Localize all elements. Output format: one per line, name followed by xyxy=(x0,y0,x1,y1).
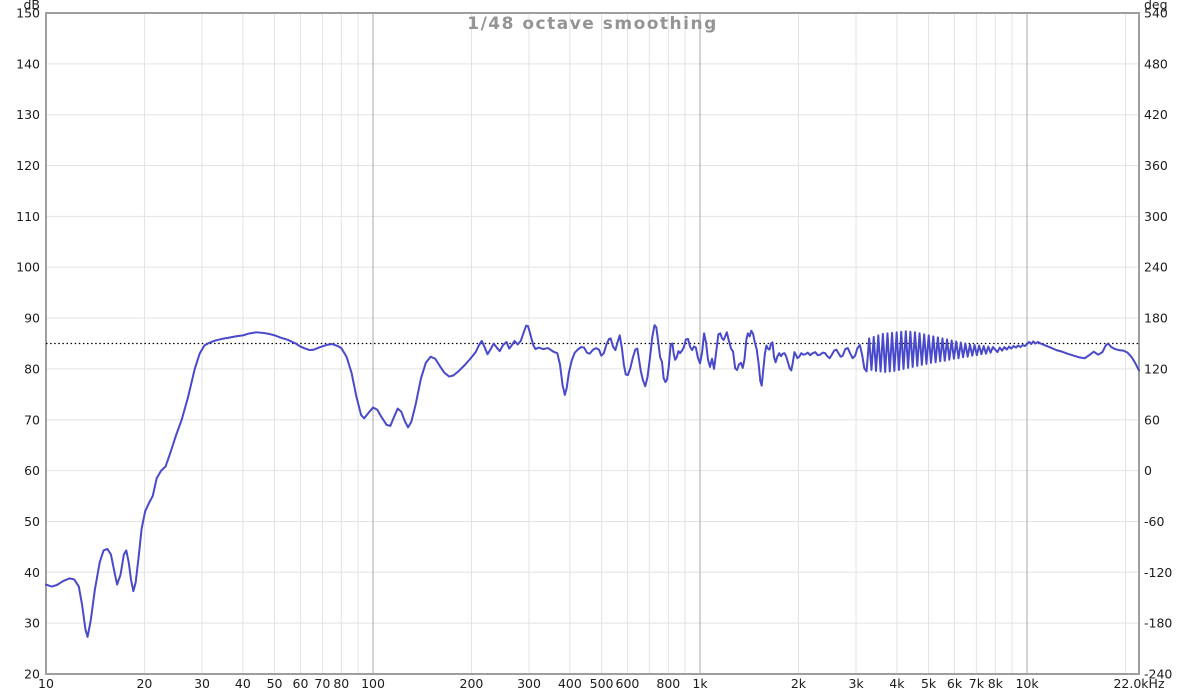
gridlines xyxy=(46,13,1139,674)
svg-text:100: 100 xyxy=(361,676,385,691)
svg-text:-240: -240 xyxy=(1144,667,1172,682)
svg-text:420: 420 xyxy=(1144,107,1168,122)
svg-text:360: 360 xyxy=(1144,158,1168,173)
svg-text:50: 50 xyxy=(24,514,40,529)
x-axis-labels: 10 20 30 40 50 60 70 80 100 200 300 400 500 600 800 1k 2… xyxy=(38,676,1165,691)
svg-text:300: 300 xyxy=(517,676,541,691)
svg-text:7k: 7k xyxy=(969,676,985,691)
svg-text:100: 100 xyxy=(16,260,40,275)
svg-text:5k: 5k xyxy=(921,676,937,691)
svg-text:70: 70 xyxy=(314,676,330,691)
svg-text:540: 540 xyxy=(1144,6,1168,21)
svg-text:80: 80 xyxy=(333,676,349,691)
svg-text:30: 30 xyxy=(24,616,40,631)
svg-text:50: 50 xyxy=(267,676,283,691)
svg-text:400: 400 xyxy=(558,676,582,691)
svg-text:30: 30 xyxy=(194,676,210,691)
svg-text:8k: 8k xyxy=(988,676,1004,691)
svg-text:0: 0 xyxy=(1144,463,1152,478)
svg-text:150: 150 xyxy=(16,6,40,21)
spl-curve xyxy=(45,324,1140,638)
svg-text:130: 130 xyxy=(16,107,40,122)
svg-text:3k: 3k xyxy=(848,676,864,691)
y-left-unit-label: dB xyxy=(23,0,40,12)
svg-text:480: 480 xyxy=(1144,56,1168,71)
svg-text:200: 200 xyxy=(460,676,484,691)
svg-text:6k: 6k xyxy=(947,676,963,691)
svg-text:800: 800 xyxy=(656,676,680,691)
svg-text:140: 140 xyxy=(16,56,40,71)
svg-text:80: 80 xyxy=(24,361,40,376)
svg-text:300: 300 xyxy=(1144,209,1168,224)
svg-text:20: 20 xyxy=(24,667,40,682)
svg-text:10k: 10k xyxy=(1015,676,1039,691)
y-right-unit-label: deg xyxy=(1144,0,1168,12)
svg-text:60: 60 xyxy=(293,676,309,691)
svg-text:10: 10 xyxy=(38,676,54,691)
svg-text:110: 110 xyxy=(16,209,40,224)
svg-text:-180: -180 xyxy=(1144,616,1172,631)
svg-text:22.0kHz: 22.0kHz xyxy=(1113,676,1164,691)
svg-text:180: 180 xyxy=(1144,311,1168,326)
svg-text:20: 20 xyxy=(136,676,152,691)
svg-text:240: 240 xyxy=(1144,260,1168,275)
svg-text:2k: 2k xyxy=(791,676,807,691)
svg-text:1k: 1k xyxy=(692,676,708,691)
svg-text:40: 40 xyxy=(235,676,251,691)
svg-text:60: 60 xyxy=(1144,412,1160,427)
svg-text:600: 600 xyxy=(616,676,640,691)
svg-text:4k: 4k xyxy=(889,676,905,691)
svg-text:70: 70 xyxy=(24,412,40,427)
svg-text:-120: -120 xyxy=(1144,565,1172,580)
svg-text:40: 40 xyxy=(24,565,40,580)
svg-text:90: 90 xyxy=(24,311,40,326)
svg-text:120: 120 xyxy=(1144,361,1168,376)
svg-text:500: 500 xyxy=(590,676,614,691)
chart-title: 1/48 octave smoothing xyxy=(467,14,718,34)
svg-text:60: 60 xyxy=(24,463,40,478)
svg-text:-60: -60 xyxy=(1144,514,1164,529)
svg-text:120: 120 xyxy=(16,158,40,173)
